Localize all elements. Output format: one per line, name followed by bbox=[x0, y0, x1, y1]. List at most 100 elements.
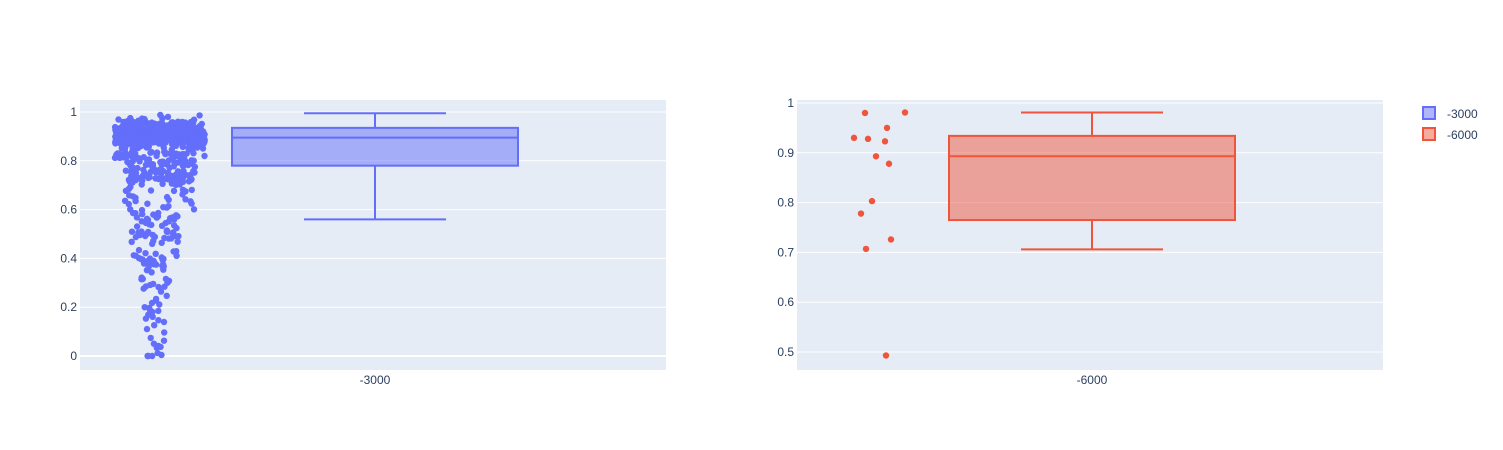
data-point bbox=[132, 233, 140, 241]
data-point bbox=[191, 132, 198, 139]
data-point bbox=[148, 299, 156, 307]
y-tick-label: 1 bbox=[70, 105, 77, 119]
data-point bbox=[111, 154, 119, 161]
data-point bbox=[120, 118, 127, 126]
box-iqr bbox=[231, 126, 519, 167]
data-point bbox=[147, 281, 154, 289]
data-point bbox=[182, 132, 189, 139]
data-point bbox=[169, 154, 176, 161]
x-tick-label-left: -3000 bbox=[360, 373, 391, 387]
data-point bbox=[155, 307, 162, 315]
data-point bbox=[165, 235, 173, 242]
data-point bbox=[142, 122, 149, 130]
data-point bbox=[145, 263, 152, 270]
data-point bbox=[152, 175, 159, 182]
data-point bbox=[144, 200, 151, 207]
data-point bbox=[163, 130, 171, 137]
legend-item-1[interactable]: -3000 bbox=[1422, 106, 1478, 121]
data-point bbox=[120, 154, 127, 161]
data-point bbox=[144, 352, 151, 360]
data-point bbox=[138, 274, 145, 281]
points-left bbox=[111, 111, 208, 360]
data-point bbox=[147, 334, 154, 342]
data-point bbox=[165, 203, 172, 210]
subplot-right: 0.5 0.6 0.7 0.8 0.9 1 -6000 bbox=[777, 96, 1383, 387]
data-point bbox=[150, 133, 157, 141]
data-point bbox=[119, 124, 126, 132]
data-point bbox=[149, 240, 156, 247]
data-point bbox=[901, 109, 909, 116]
data-point bbox=[135, 137, 142, 145]
data-point bbox=[140, 285, 147, 292]
legend-item-2[interactable]: -6000 bbox=[1422, 127, 1478, 142]
subplot-left: 0 0.2 0.4 0.6 0.8 1 -3000 bbox=[60, 100, 666, 387]
data-point bbox=[164, 113, 172, 121]
data-point bbox=[185, 144, 192, 152]
data-point bbox=[188, 200, 195, 207]
data-point bbox=[129, 193, 137, 200]
data-point bbox=[154, 349, 161, 357]
data-point bbox=[864, 135, 872, 143]
data-point bbox=[196, 112, 203, 119]
data-point bbox=[185, 178, 193, 185]
data-point bbox=[160, 263, 167, 270]
data-point bbox=[139, 210, 146, 218]
legend-swatch-2 bbox=[1422, 127, 1436, 141]
data-point bbox=[129, 209, 137, 217]
data-point bbox=[190, 206, 198, 213]
data-point bbox=[141, 116, 148, 124]
data-point bbox=[148, 269, 155, 276]
data-point bbox=[167, 175, 175, 182]
data-point bbox=[887, 236, 895, 243]
data-point bbox=[118, 140, 125, 147]
data-point bbox=[149, 313, 156, 320]
data-point bbox=[882, 352, 890, 359]
data-point bbox=[115, 116, 122, 123]
y-tick-label: 0.8 bbox=[60, 154, 77, 168]
data-point bbox=[188, 186, 195, 194]
data-point bbox=[153, 152, 160, 160]
data-point bbox=[122, 187, 130, 194]
data-point bbox=[128, 152, 135, 160]
data-point bbox=[156, 166, 163, 174]
data-point bbox=[132, 170, 140, 177]
data-point bbox=[868, 197, 876, 205]
data-point bbox=[143, 258, 151, 265]
data-point bbox=[161, 283, 168, 290]
data-point bbox=[132, 252, 139, 259]
data-point bbox=[158, 239, 165, 246]
data-point bbox=[191, 163, 199, 171]
data-point bbox=[201, 136, 208, 144]
data-point bbox=[128, 238, 135, 245]
data-point bbox=[128, 228, 136, 235]
box-right[interactable] bbox=[948, 111, 1236, 251]
data-point bbox=[135, 246, 143, 254]
data-point bbox=[170, 229, 177, 236]
data-point bbox=[170, 222, 178, 229]
data-point bbox=[139, 177, 146, 184]
data-point bbox=[159, 180, 166, 187]
data-point bbox=[127, 162, 135, 169]
y-tick-label: 0.4 bbox=[60, 251, 77, 265]
data-point bbox=[115, 129, 123, 136]
data-point bbox=[186, 122, 193, 129]
data-point bbox=[134, 164, 141, 172]
data-point bbox=[139, 172, 147, 179]
data-point bbox=[163, 228, 171, 235]
data-point bbox=[163, 292, 170, 299]
data-point bbox=[861, 109, 869, 117]
data-point bbox=[143, 215, 151, 222]
data-point bbox=[850, 134, 858, 142]
data-point bbox=[155, 317, 162, 324]
y-axis-left: 0 0.2 0.4 0.6 0.8 1 bbox=[60, 105, 77, 363]
data-point bbox=[194, 144, 201, 151]
data-point bbox=[147, 149, 154, 156]
data-point bbox=[165, 218, 173, 225]
data-point bbox=[149, 352, 156, 360]
data-point bbox=[201, 152, 208, 160]
y-tick-label: 0.9 bbox=[777, 146, 794, 160]
box-left[interactable] bbox=[231, 112, 519, 221]
y-tick-label: 0.6 bbox=[60, 203, 77, 217]
data-point bbox=[150, 211, 157, 218]
